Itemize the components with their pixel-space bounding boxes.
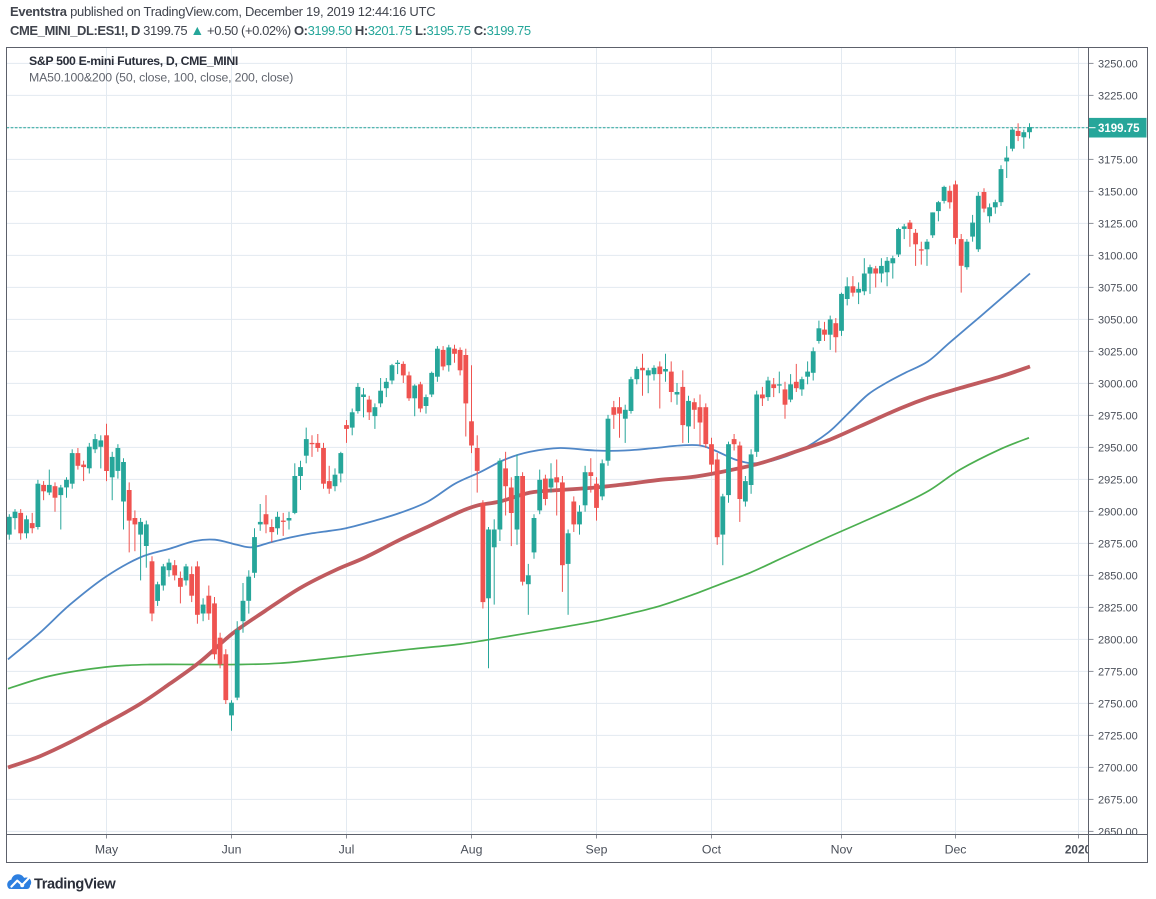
svg-text:3150.00: 3150.00 (1098, 186, 1138, 198)
svg-text:2925.00: 2925.00 (1098, 474, 1138, 486)
svg-text:3075.00: 3075.00 (1098, 282, 1138, 294)
svg-text:2700.00: 2700.00 (1098, 762, 1138, 774)
svg-text:2950.00: 2950.00 (1098, 442, 1138, 454)
svg-text:Sep: Sep (586, 843, 608, 857)
svg-text:Oct: Oct (702, 843, 722, 857)
svg-text:TradingView: TradingView (34, 877, 116, 893)
svg-text:Dec: Dec (945, 843, 967, 857)
svg-text:3050.00: 3050.00 (1098, 314, 1138, 326)
svg-text:3250.00: 3250.00 (1098, 58, 1138, 70)
svg-text:2725.00: 2725.00 (1098, 730, 1138, 742)
svg-text:3199.75: 3199.75 (1098, 123, 1140, 135)
svg-text:3175.00: 3175.00 (1098, 154, 1138, 166)
svg-text:May: May (95, 843, 119, 857)
svg-text:3100.00: 3100.00 (1098, 250, 1138, 262)
svg-text:3000.00: 3000.00 (1098, 378, 1138, 390)
svg-text:2900.00: 2900.00 (1098, 506, 1138, 518)
svg-text:2875.00: 2875.00 (1098, 538, 1138, 550)
svg-text:Jul: Jul (339, 843, 355, 857)
svg-text:2775.00: 2775.00 (1098, 666, 1138, 678)
svg-text:2675.00: 2675.00 (1098, 794, 1138, 806)
svg-text:3025.00: 3025.00 (1098, 346, 1138, 358)
svg-text:2825.00: 2825.00 (1098, 602, 1138, 614)
svg-text:Aug: Aug (461, 843, 483, 857)
svg-text:2020: 2020 (1065, 843, 1092, 857)
svg-text:Nov: Nov (831, 843, 854, 857)
svg-text:MA50.100&200 (50, close, 100,: MA50.100&200 (50, close, 100, close, 200… (29, 71, 293, 85)
svg-text:S&P 500 E-mini Futures, D, CME: S&P 500 E-mini Futures, D, CME_MINI (29, 54, 238, 68)
svg-text:Jun: Jun (222, 843, 242, 857)
svg-text:2800.00: 2800.00 (1098, 634, 1138, 646)
svg-text:2750.00: 2750.00 (1098, 698, 1138, 710)
svg-text:2650.00: 2650.00 (1098, 826, 1138, 838)
svg-text:2850.00: 2850.00 (1098, 570, 1138, 582)
svg-text:2975.00: 2975.00 (1098, 410, 1138, 422)
svg-text:3225.00: 3225.00 (1098, 90, 1138, 102)
svg-text:3125.00: 3125.00 (1098, 218, 1138, 230)
